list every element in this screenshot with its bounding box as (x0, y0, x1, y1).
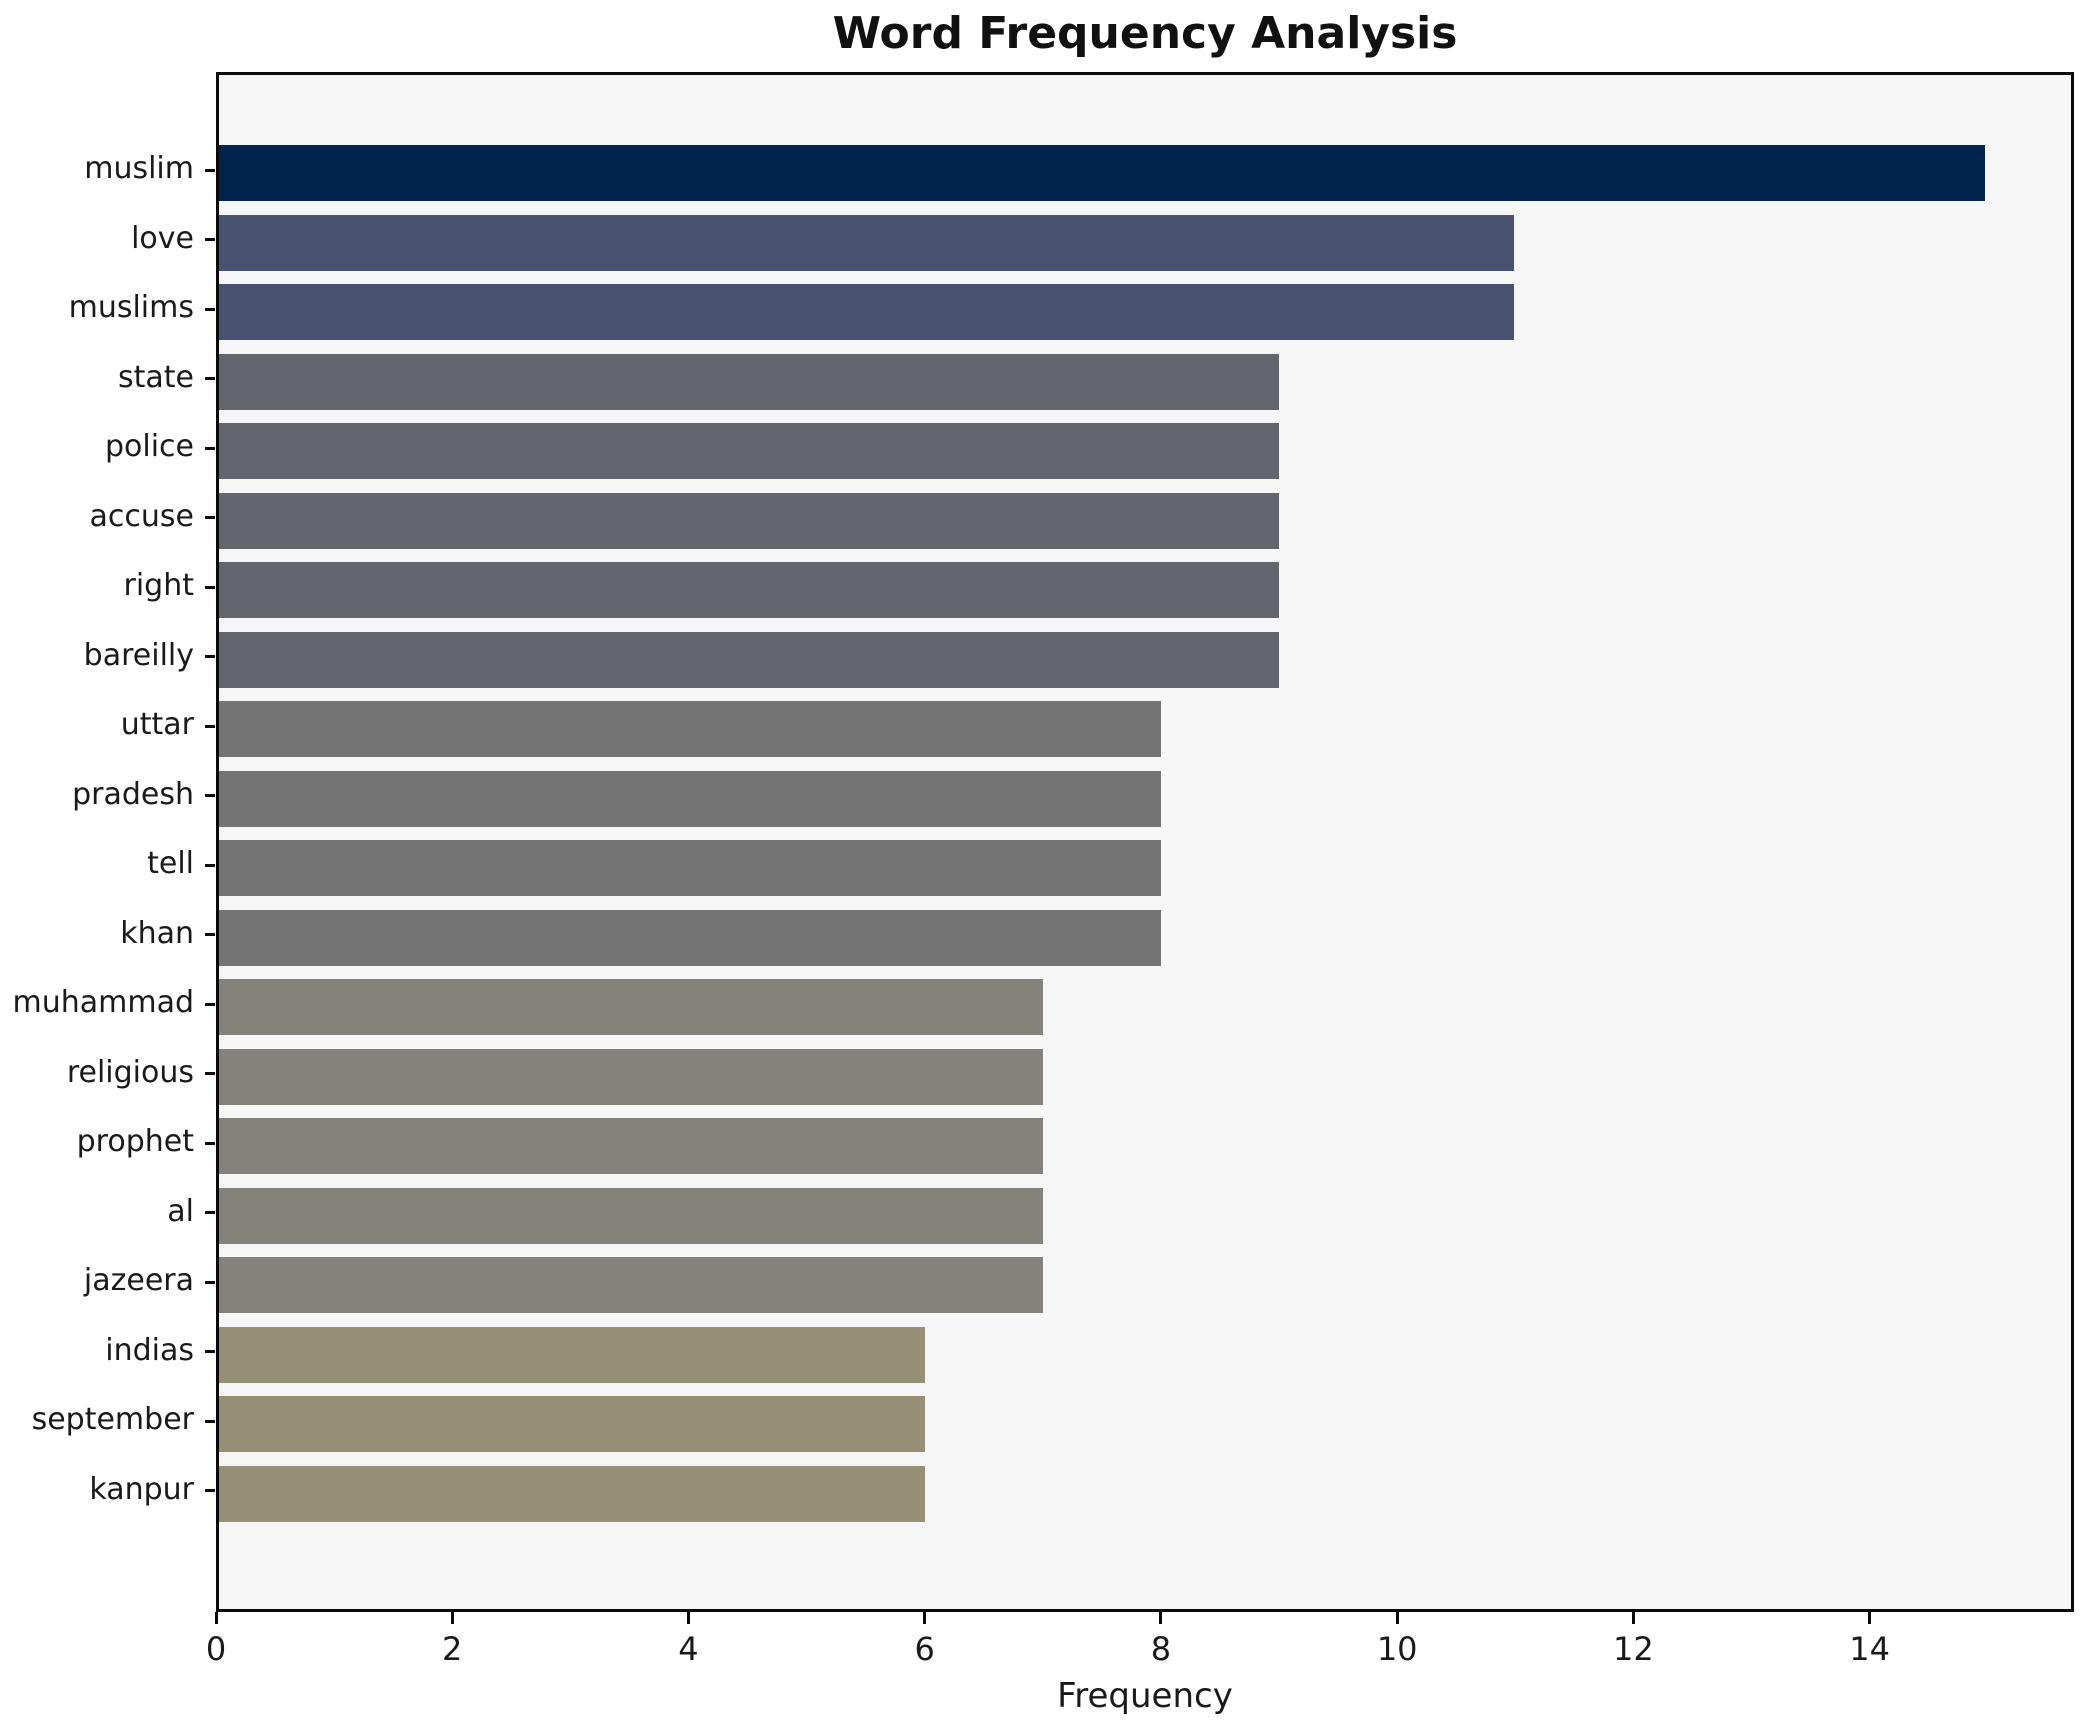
y-tick-mark-khan (205, 933, 215, 936)
y-tick-mark-right (205, 585, 215, 589)
x-tick-mark-10 (1395, 1612, 1399, 1624)
x-tick-label-6: 6 (914, 1630, 935, 1668)
y-tick-mark-accuse (205, 516, 215, 519)
x-tick-mark-8 (1159, 1612, 1163, 1624)
y-tick-mark-uttar (205, 724, 215, 728)
x-tick-label-14: 14 (1849, 1630, 1890, 1668)
bar-muslim (219, 145, 1986, 201)
bar-bareilly (219, 631, 1279, 688)
y-tick-label-indias: indias (105, 1332, 194, 1368)
y-tick-label-love: love (131, 220, 194, 256)
bar-pradesh (219, 770, 1161, 827)
x-tick-mark-2 (450, 1612, 454, 1624)
bar-police (219, 423, 1279, 479)
y-tick-mark-love (205, 238, 215, 241)
x-tick-mark-4 (686, 1612, 690, 1624)
y-tick-label-right: right (123, 568, 195, 603)
x-tick-mark-6 (923, 1612, 927, 1624)
x-tick-label-10: 10 (1376, 1630, 1418, 1668)
x-tick-label-8: 8 (1150, 1630, 1172, 1668)
y-tick-mark-al (205, 1211, 215, 1214)
x-tick-label-4: 4 (678, 1630, 699, 1668)
y-tick-mark-muslim (205, 168, 215, 172)
bar-muhammad (219, 979, 1044, 1035)
y-tick-mark-tell (205, 863, 215, 867)
y-tick-label-al: al (167, 1193, 194, 1229)
x-tick-mark-0 (214, 1612, 218, 1624)
y-tick-label-muslim: muslim (84, 151, 194, 186)
bar-muslims (219, 284, 1515, 340)
bar-uttar (219, 701, 1161, 757)
plot-area (216, 72, 2074, 1612)
y-tick-label-kanpur: kanpur (89, 1471, 194, 1507)
bar-accuse (219, 492, 1279, 549)
y-tick-mark-state (205, 377, 215, 380)
x-tick-mark-12 (1631, 1612, 1635, 1624)
chart-title: Word Frequency Analysis (832, 8, 1458, 59)
y-tick-mark-police (205, 446, 215, 450)
y-tick-mark-prophet (205, 1141, 215, 1145)
bar-love (219, 214, 1515, 271)
bar-indias (219, 1326, 926, 1383)
y-tick-label-state: state (118, 359, 194, 395)
bar-tell (219, 840, 1161, 896)
bar-prophet (219, 1118, 1044, 1174)
x-tick-label-2: 2 (442, 1630, 463, 1668)
y-tick-label-police: police (104, 429, 194, 464)
y-tick-mark-bareilly (205, 655, 215, 658)
x-tick-mark-14 (1868, 1612, 1872, 1624)
bar-jazeera (219, 1257, 1044, 1313)
y-tick-mark-muslims (205, 307, 215, 311)
y-tick-mark-september (205, 1419, 215, 1423)
bar-khan (219, 909, 1161, 966)
bar-religious (219, 1048, 1044, 1105)
x-axis-label: Frequency (1057, 1676, 1233, 1716)
y-tick-label-khan: khan (120, 915, 194, 951)
y-tick-label-prophet: prophet (76, 1124, 194, 1159)
y-tick-label-uttar: uttar (120, 707, 194, 742)
y-tick-label-pradesh: pradesh (72, 776, 194, 812)
bar-al (219, 1187, 1044, 1244)
bar-september (219, 1396, 926, 1452)
y-tick-mark-jazeera (205, 1280, 215, 1284)
y-tick-label-muhammad: muhammad (12, 985, 194, 1020)
y-tick-label-accuse: accuse (89, 498, 194, 534)
y-tick-label-bareilly: bareilly (83, 637, 194, 673)
y-tick-mark-indias (205, 1350, 215, 1353)
y-tick-mark-muhammad (205, 1002, 215, 1006)
y-tick-label-september: september (31, 1402, 194, 1437)
bar-state (219, 353, 1279, 410)
y-tick-label-muslims: muslims (68, 290, 194, 325)
y-tick-label-tell: tell (147, 846, 194, 881)
bar-kanpur (219, 1465, 926, 1522)
x-tick-label-12: 12 (1613, 1630, 1654, 1668)
y-tick-mark-pradesh (205, 794, 215, 797)
y-tick-mark-kanpur (205, 1489, 215, 1492)
y-tick-mark-religious (205, 1072, 215, 1075)
y-tick-label-jazeera: jazeera (83, 1263, 194, 1298)
x-tick-label-0: 0 (205, 1630, 227, 1668)
bar-right (219, 562, 1279, 618)
y-tick-label-religious: religious (66, 1054, 194, 1090)
